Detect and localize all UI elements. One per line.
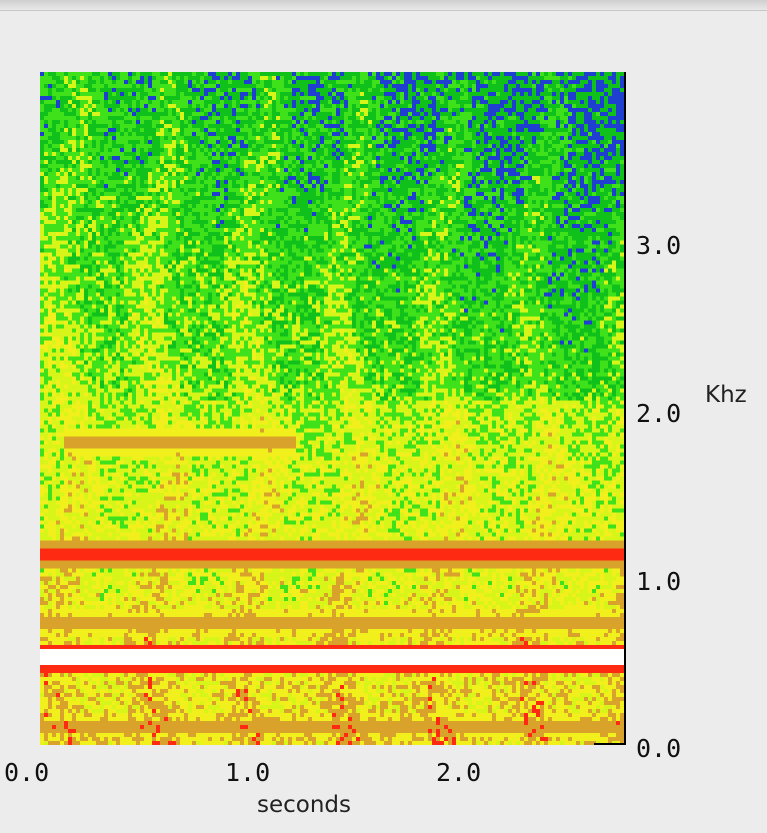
y-tick-label: 2.0 [636, 399, 682, 428]
x-tick-label: 0.0 [4, 758, 50, 787]
x-tick-label: 1.0 [225, 758, 271, 787]
y-axis-title: Khz [705, 382, 747, 408]
y-tick-label: 1.0 [636, 567, 682, 596]
y-axis-line [624, 72, 626, 745]
window-top-border [0, 0, 767, 11]
x-axis-stub [594, 743, 626, 745]
spectrogram-plot [40, 72, 624, 745]
y-tick-label: 3.0 [636, 231, 682, 260]
y-tick-label: 0.0 [636, 734, 682, 763]
x-axis-title: seconds [257, 792, 352, 818]
x-tick-label: 2.0 [436, 758, 482, 787]
